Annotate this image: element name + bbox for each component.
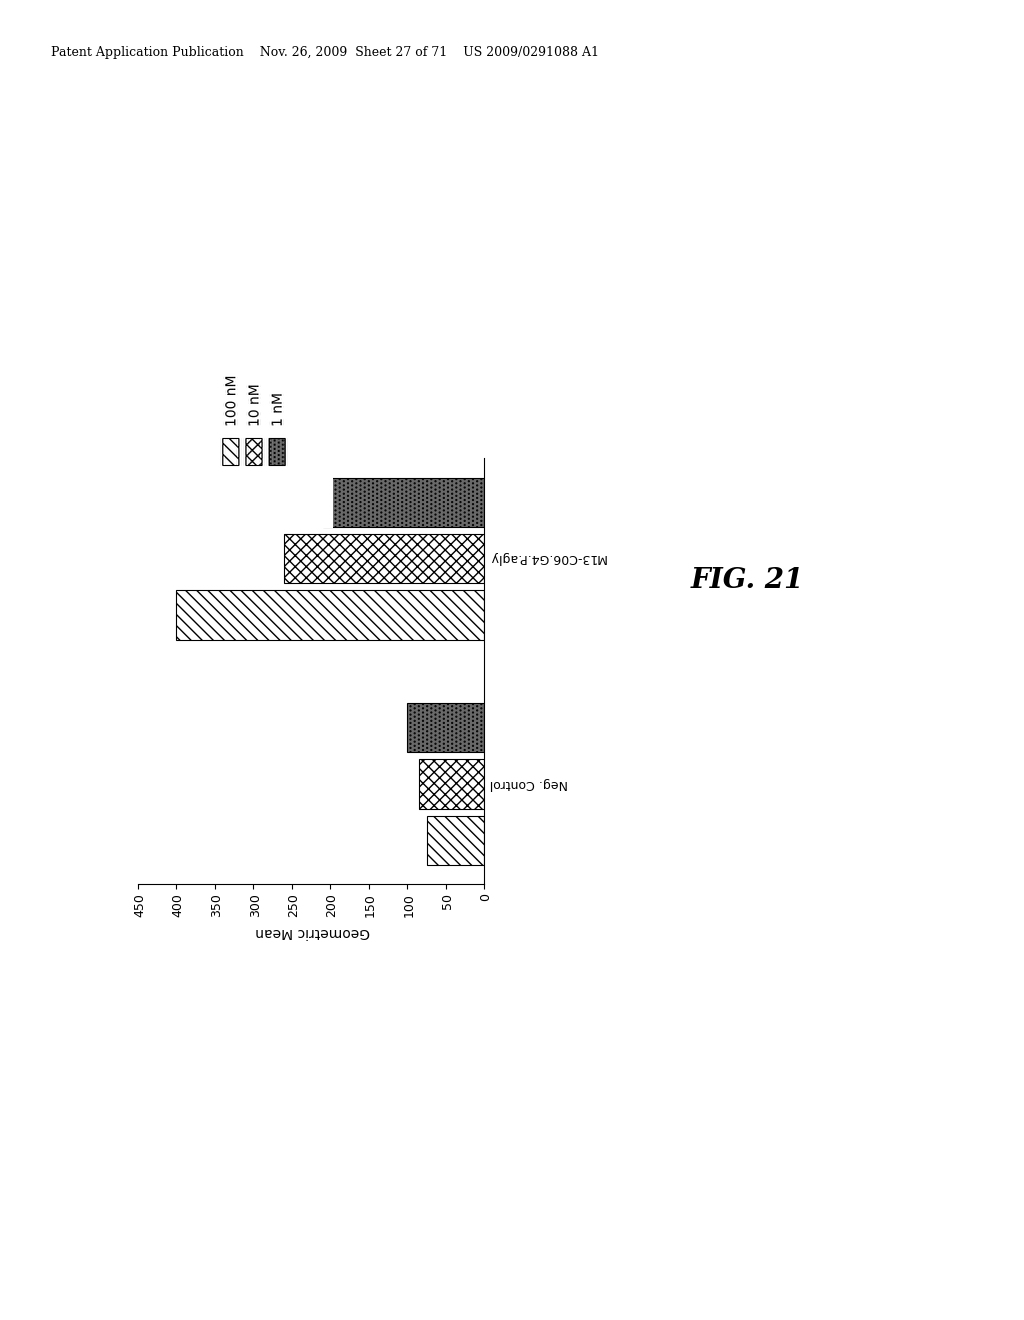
Text: FIG. 21: FIG. 21 <box>691 568 804 594</box>
Text: Patent Application Publication    Nov. 26, 2009  Sheet 27 of 71    US 2009/02910: Patent Application Publication Nov. 26, … <box>51 46 599 59</box>
